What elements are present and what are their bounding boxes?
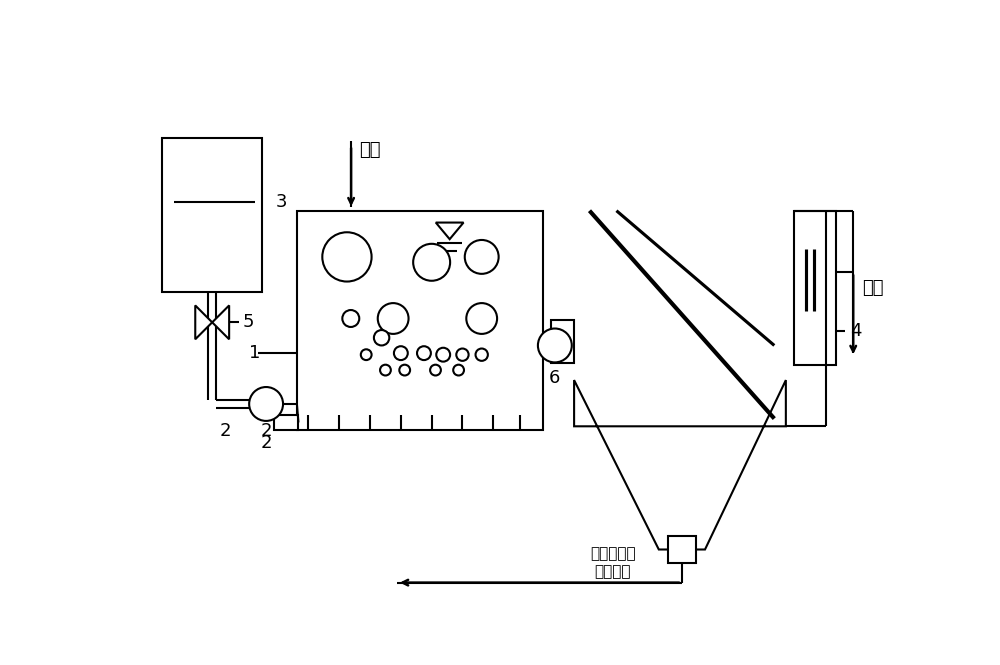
Circle shape: [342, 310, 359, 327]
Circle shape: [417, 346, 431, 360]
Polygon shape: [574, 380, 786, 549]
Circle shape: [476, 348, 488, 361]
Text: 5: 5: [243, 313, 254, 331]
Circle shape: [453, 364, 464, 376]
Polygon shape: [162, 138, 262, 291]
Text: 进水: 进水: [359, 142, 380, 160]
Text: 6: 6: [549, 369, 561, 387]
Circle shape: [465, 240, 499, 274]
Polygon shape: [668, 535, 696, 563]
Polygon shape: [195, 305, 212, 339]
Circle shape: [380, 364, 391, 376]
Circle shape: [436, 348, 450, 362]
Text: 2: 2: [260, 422, 272, 440]
Circle shape: [430, 364, 441, 376]
Polygon shape: [551, 321, 574, 363]
Circle shape: [394, 346, 408, 360]
Circle shape: [374, 330, 389, 345]
Polygon shape: [297, 211, 543, 430]
Text: 1: 1: [249, 344, 261, 362]
Text: 4: 4: [850, 322, 861, 340]
Circle shape: [249, 387, 283, 421]
Circle shape: [378, 303, 409, 334]
Text: 出水: 出水: [862, 279, 884, 297]
Circle shape: [399, 364, 410, 376]
Text: 铁闪锤矿返
回再利用: 铁闪锤矿返 回再利用: [590, 547, 635, 579]
Circle shape: [322, 232, 372, 281]
Circle shape: [361, 349, 372, 360]
Circle shape: [413, 244, 450, 281]
Circle shape: [456, 348, 469, 361]
Circle shape: [466, 303, 497, 334]
Text: 2: 2: [220, 422, 231, 440]
Polygon shape: [274, 415, 298, 430]
Polygon shape: [212, 305, 229, 339]
Text: 2: 2: [260, 434, 272, 452]
Circle shape: [538, 329, 572, 362]
Text: 3: 3: [276, 194, 288, 211]
Polygon shape: [794, 211, 836, 364]
